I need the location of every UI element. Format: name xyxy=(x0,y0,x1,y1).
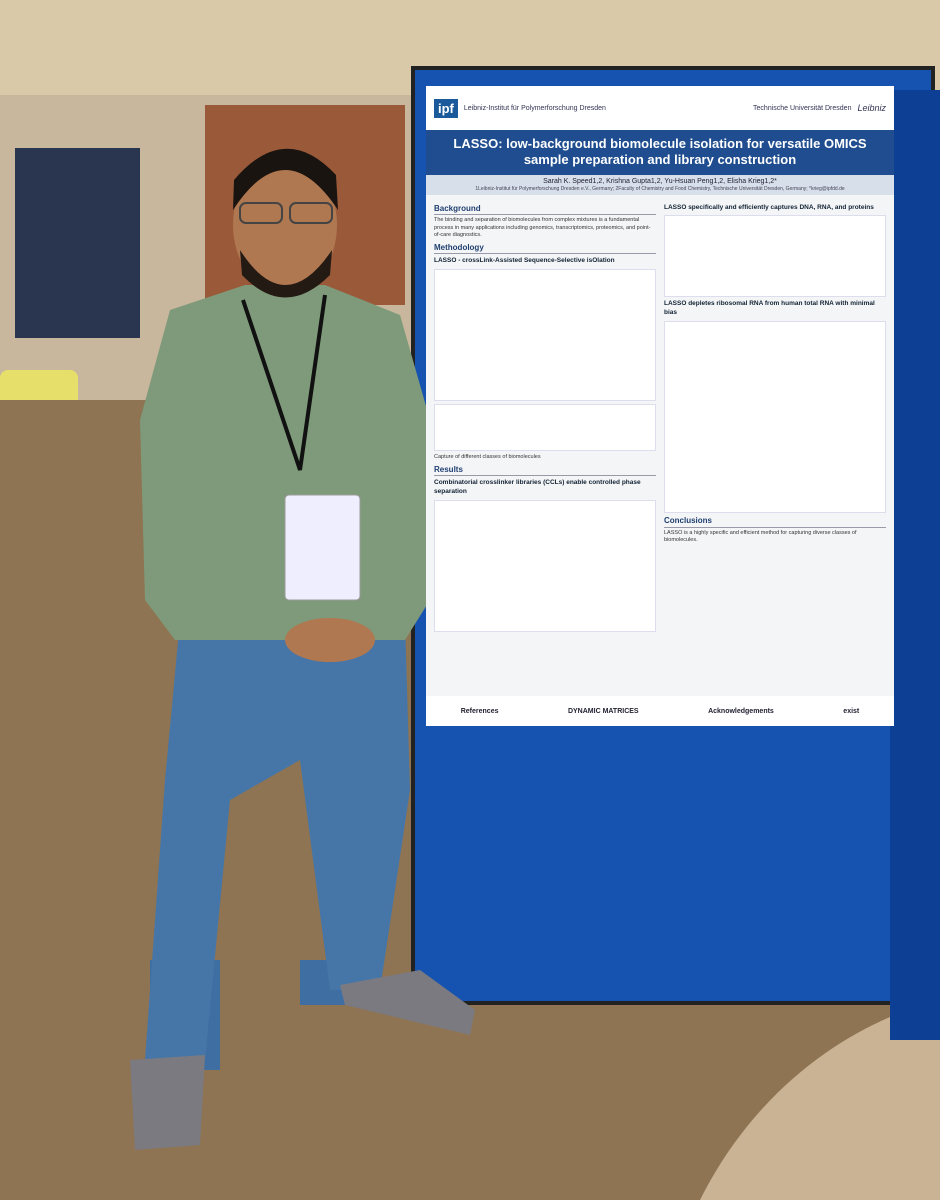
subheading: Combinatorial crosslinker libraries (CCL… xyxy=(434,479,641,496)
figure xyxy=(434,404,656,452)
partner: DYNAMIC MATRICES xyxy=(567,707,639,715)
logo: ipf xyxy=(434,98,458,118)
heading: Methodology xyxy=(434,243,656,255)
columns: Background The binding and separation of… xyxy=(426,195,894,641)
hands xyxy=(285,618,375,662)
poster-title: LASSO: low-background biomolecule isolat… xyxy=(426,130,894,175)
glasses xyxy=(289,202,333,224)
authors: Sarah K. Speed1,2, Krishna Gupta1,2, Yu-… xyxy=(543,177,777,185)
university: Technische Universität Dresden xyxy=(753,104,852,112)
institute: Leibniz-Institut für Polymerforschung Dr… xyxy=(463,104,606,112)
right-column: LASSO specifically and efficiently captu… xyxy=(664,201,886,635)
paragraph: LASSO is a highly specific and efficient… xyxy=(664,529,857,544)
caption: Capture of different classes of biomolec… xyxy=(434,454,541,461)
distant-poster xyxy=(15,148,140,338)
poster-footer: References DYNAMIC MATRICES Acknowledgem… xyxy=(426,696,894,726)
subheading: LASSO specifically and efficiently captu… xyxy=(664,203,874,211)
jeans xyxy=(145,620,410,1060)
figure xyxy=(664,215,886,298)
badge xyxy=(284,494,361,601)
carpet-pattern xyxy=(700,1000,940,1200)
shoe xyxy=(130,1055,205,1150)
partner-logo: Leibniz xyxy=(857,103,886,113)
heading: Results xyxy=(434,465,656,477)
left-column: Background The binding and separation of… xyxy=(434,201,656,635)
figure xyxy=(434,269,656,402)
heading: Conclusions xyxy=(664,516,886,528)
figure xyxy=(434,499,656,632)
paragraph: The binding and separation of biomolecul… xyxy=(434,217,651,239)
acknowledgements: Acknowledgements xyxy=(708,707,774,715)
side-board xyxy=(890,90,940,1040)
figure xyxy=(664,320,886,513)
affiliations: 1Leibniz-Institut für Polymerforschung D… xyxy=(475,185,845,192)
beard xyxy=(240,250,332,298)
funder: exist xyxy=(843,707,860,715)
lanyard xyxy=(241,294,327,471)
shoe xyxy=(340,970,475,1035)
poster-header: ipf Leibniz-Institut für Polymerforschun… xyxy=(426,86,894,130)
head xyxy=(233,157,337,293)
subheading: LASSO depletes ribosomal RNA from human … xyxy=(664,300,875,317)
hair xyxy=(233,148,338,210)
glasses xyxy=(239,202,283,224)
poster: ipf Leibniz-Institut für Polymerforschun… xyxy=(426,86,894,726)
heading: Background xyxy=(434,204,656,216)
subheading: LASSO - crossLink-Assisted Sequence-Sele… xyxy=(434,257,615,265)
references: References xyxy=(460,707,499,715)
authors-block: Sarah K. Speed1,2, Krishna Gupta1,2, Yu-… xyxy=(426,174,894,195)
